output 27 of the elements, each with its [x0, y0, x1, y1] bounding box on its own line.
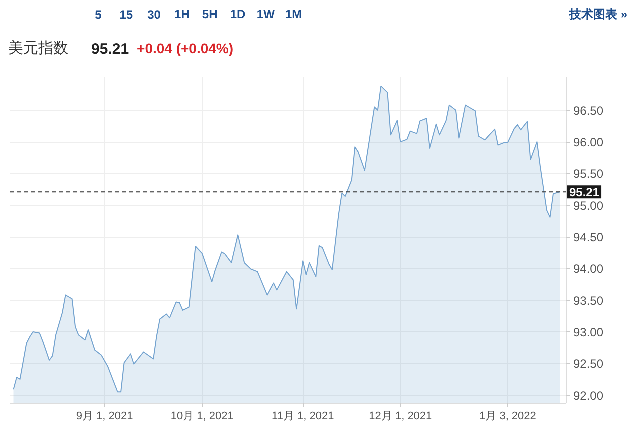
x-tick-label: 9月 1, 2021 [76, 410, 134, 422]
text: 1D [230, 8, 246, 22]
chart-subtitle: 95.21 +0.04 (+0.04%) [92, 40, 234, 58]
y-tick-label: 96.00 [574, 136, 604, 150]
text: 30 [148, 8, 162, 22]
text: 5H [202, 8, 218, 22]
y-tick-label: 95.00 [574, 198, 604, 213]
text: 技术图表 » [568, 8, 628, 22]
x-tick-label: 11月 1, 2021 [272, 410, 334, 422]
text: 15 [120, 8, 134, 22]
ref-line-label: 95.21 [570, 186, 600, 200]
y-tick-label: 93.00 [574, 325, 604, 340]
chart-title: 美元指数 [8, 40, 68, 57]
y-tick-label: 92.00 [574, 388, 604, 403]
x-tick-label: 1月 3, 2022 [480, 410, 536, 422]
y-tick-label: 96.50 [574, 104, 604, 118]
y-tick-label: 94.00 [574, 262, 604, 276]
text: 5 [95, 8, 102, 22]
text: 1M [285, 8, 302, 22]
y-tick-label: 94.50 [574, 230, 604, 245]
x-tick-label: 10月 1, 2021 [170, 410, 234, 422]
text: 1W [256, 8, 276, 22]
y-tick-label: 95.50 [574, 167, 604, 182]
y-tick-label: 92.50 [574, 357, 604, 372]
text: 1H [174, 8, 190, 22]
y-tick-label: 93.50 [574, 294, 604, 308]
x-tick-label: 12月 1, 2021 [369, 410, 432, 422]
